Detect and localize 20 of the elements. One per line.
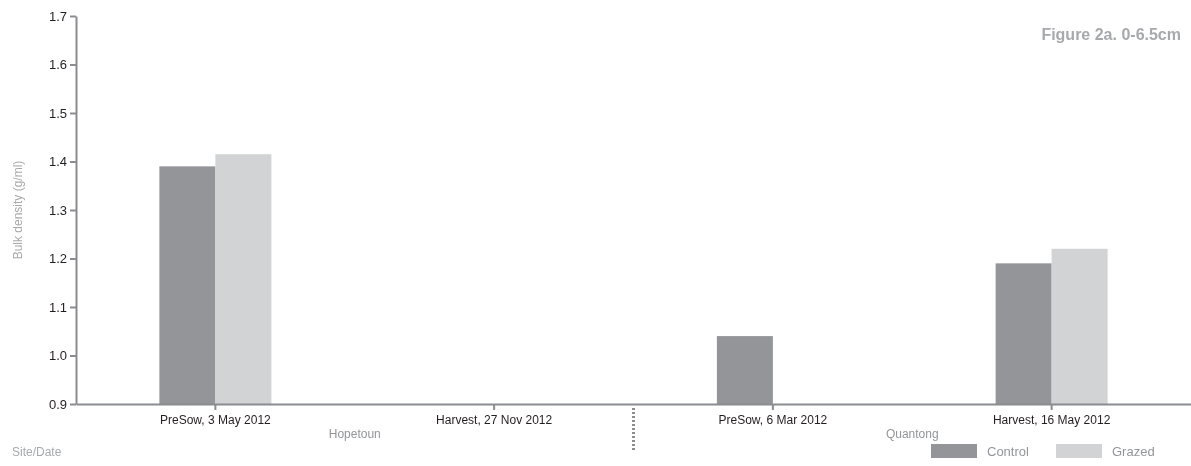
legend-label: Grazed [1112, 444, 1155, 459]
y-tick-label: 1.0 [48, 348, 67, 364]
y-tick-label: 1.5 [48, 105, 67, 121]
y-tick-label: 1.2 [48, 251, 67, 267]
x-axis-title: Site/Date [12, 445, 62, 459]
y-tick-label: 1.6 [48, 57, 67, 73]
x-tick-label: Harvest, 27 Nov 2012 [436, 412, 553, 427]
x-tick-label: Harvest, 16 May 2012 [992, 412, 1111, 427]
y-tick-label: 1.1 [48, 299, 67, 315]
x-tick-label: PreSow, 6 Mar 2012 [718, 412, 828, 427]
y-axis-title: Bulk density (g/ml) [11, 160, 25, 260]
x-tick-label: PreSow, 3 May 2012 [160, 412, 272, 427]
text: Quantong [885, 427, 939, 441]
y-tick-label: 0.9 [48, 396, 67, 412]
y-tick-label: 1.3 [48, 202, 67, 218]
legend-label: Control [987, 444, 1030, 459]
text: Hopetoun [328, 427, 381, 441]
y-tick-label: 1.7 [48, 8, 67, 24]
text: Figure 2a. 0-6.5cm [1041, 26, 1181, 43]
y-tick-label: 1.4 [48, 154, 67, 170]
